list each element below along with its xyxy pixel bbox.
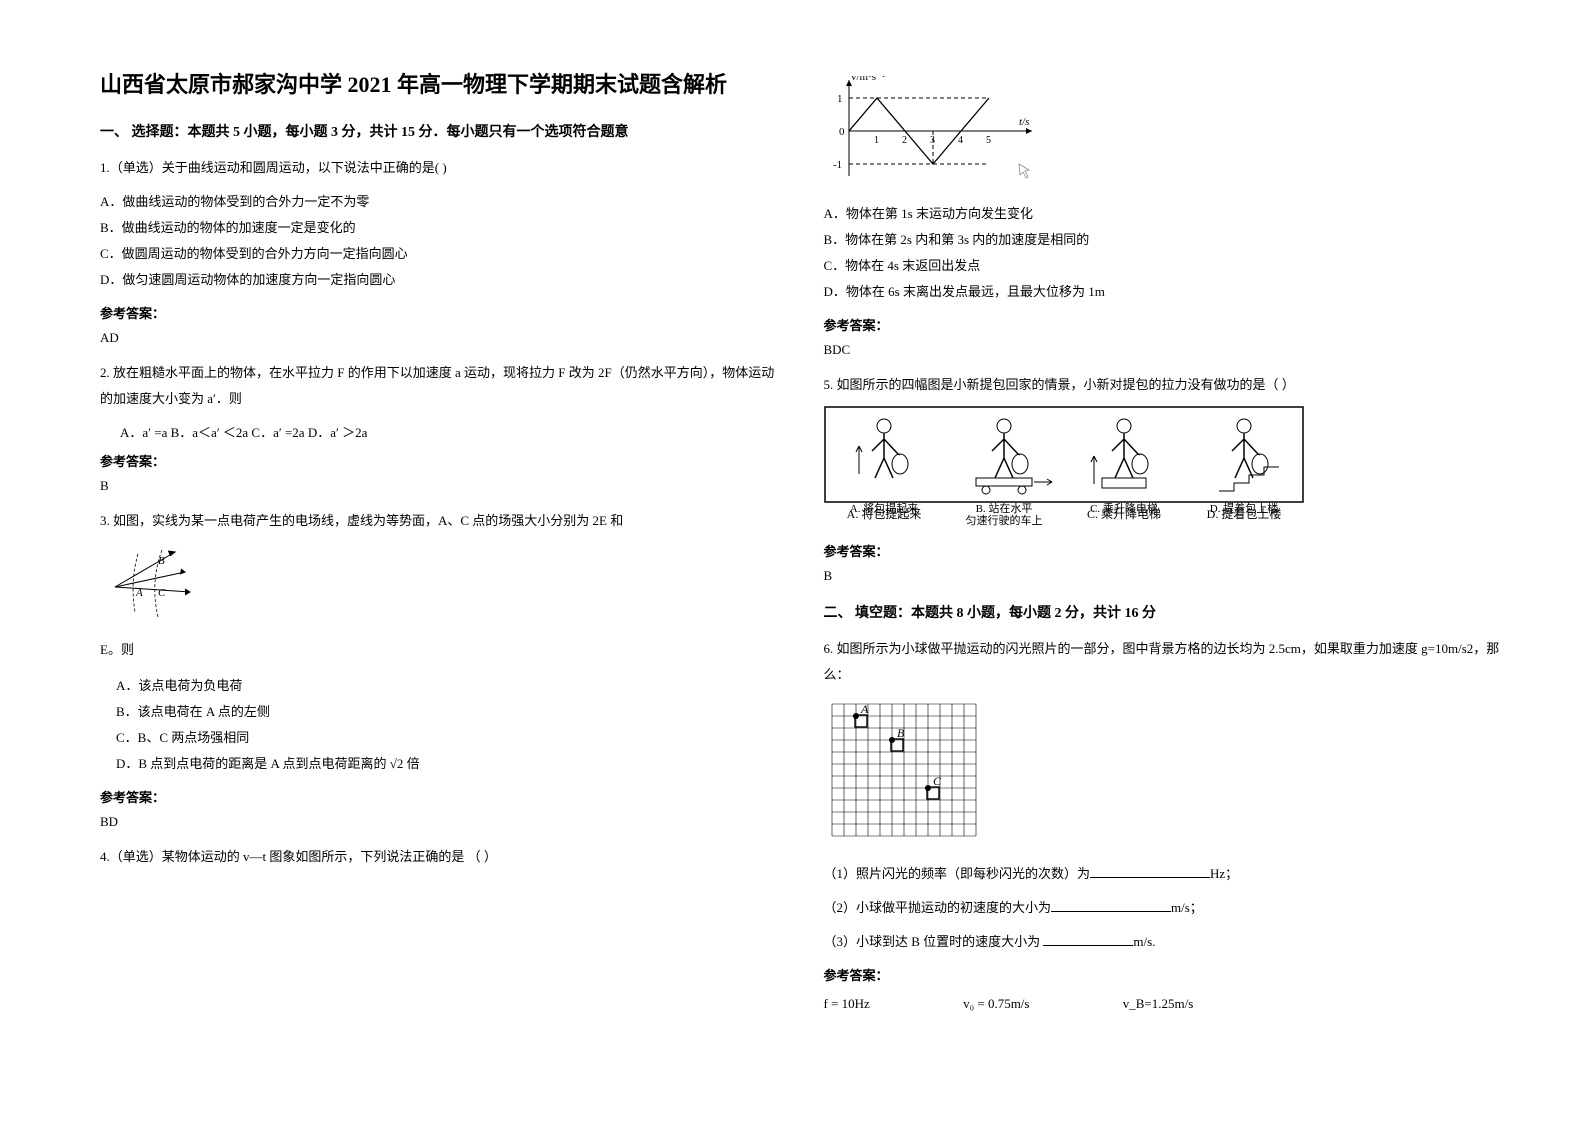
vt-chart-svg: 1 0 -1 1 2 3 4 5 v/m·s⁻¹ t/s xyxy=(824,76,1054,186)
svg-text:B: B xyxy=(158,555,165,567)
q3-answer: BD xyxy=(100,814,784,830)
q4-answer: BDC xyxy=(824,342,1508,358)
q5-answer: B xyxy=(824,568,1508,584)
left-column: 山西省太原市郝家沟中学 2021 年高一物理下学期期末试题含解析 一、 选择题：… xyxy=(100,70,824,1092)
svg-text:2: 2 xyxy=(902,135,907,146)
svg-text:5: 5 xyxy=(986,135,991,146)
q5-answer-label: 参考答案： xyxy=(824,541,1508,560)
svg-text:A: A xyxy=(135,587,143,599)
right-column: 10-112345v/m·s⁻¹t/s A．物体在第 1s 末运动方向发生变化 … xyxy=(824,70,1548,1092)
q5-figure: A. 将包提起来A. 将包提起来B. 站在水平匀速行驶的车上C. 乘升降电梯C.… xyxy=(824,406,1508,531)
svg-text:-1: -1 xyxy=(833,159,842,171)
q4-chart: 1 0 -1 1 2 3 4 5 v/m·s⁻¹ t/s xyxy=(824,76,1508,191)
q6-ans-v0: v₀ = 0.75m/s xyxy=(963,996,1029,1011)
q6-sub2-unit: m/s； xyxy=(1171,900,1203,915)
q3-opt-d: D．B 点到点电荷的距离是 A 点到点电荷距离的 √2 倍 xyxy=(100,751,784,777)
q3-opt-a: A．该点电荷为负电荷 xyxy=(100,673,784,699)
q6-sub2: （2）小球做平抛运动的初速度的大小为 m/s； xyxy=(824,895,1508,921)
q6-grid: A B C xyxy=(824,696,1508,851)
q2-answer: B xyxy=(100,478,784,494)
q4-stem: 4.（单选）某物体运动的 v—t 图象如图所示，下列说法正确的是 （ ） xyxy=(100,844,784,870)
svg-text:C: C xyxy=(933,774,942,788)
q6-sub2-pre: （2）小球做平抛运动的初速度的大小为 xyxy=(824,900,1052,915)
q3-figure: A C B xyxy=(100,542,784,627)
q6-grid-svg: A B C xyxy=(824,696,984,846)
svg-text:C. 乘升降电梯: C. 乘升降电梯 xyxy=(1090,501,1158,515)
q6-sub3-pre: （3）小球到达 B 位置时的速度大小为 xyxy=(824,934,1044,949)
q6-sub3: （3）小球到达 B 位置时的速度大小为 m/s. xyxy=(824,929,1508,955)
q6-sub3-unit: m/s. xyxy=(1133,934,1155,949)
svg-text:1: 1 xyxy=(837,93,843,105)
q6-answer-label: 参考答案： xyxy=(824,965,1508,984)
q4-opt-a: A．物体在第 1s 末运动方向发生变化 xyxy=(824,201,1508,227)
q6-ans-f: f = 10Hz xyxy=(824,996,870,1011)
q6-stem: 6. 如图所示为小球做平抛运动的闪光照片的一部分，图中背景方格的边长均为 2.5… xyxy=(824,636,1508,688)
q4-answer-label: 参考答案： xyxy=(824,315,1508,334)
exam-title: 山西省太原市郝家沟中学 2021 年高一物理下学期期末试题含解析 xyxy=(100,70,784,101)
svg-text:D. 提着包上楼: D. 提着包上楼 xyxy=(1209,501,1277,515)
q3-opt-b: B．该点电荷在 A 点的左侧 xyxy=(100,699,784,725)
svg-text:B. 站在水平: B. 站在水平 xyxy=(975,501,1032,515)
q6-sub1-pre: （1）照片闪光的频率（即每秒闪光的次数）为 xyxy=(824,866,1091,881)
svg-text:匀速行驶的车上: 匀速行驶的车上 xyxy=(965,513,1042,526)
q6-blank2[interactable] xyxy=(1051,898,1171,912)
svg-text:v/m·s⁻¹: v/m·s⁻¹ xyxy=(851,76,885,83)
svg-text:0: 0 xyxy=(839,126,845,138)
q1-opt-b: B．做曲线运动的物体的加速度一定是变化的 xyxy=(100,215,784,241)
svg-text:3: 3 xyxy=(930,135,935,146)
q1-opt-a: A．做曲线运动的物体受到的合外力一定不为零 xyxy=(100,189,784,215)
q4-opt-c: C．物体在 4s 末返回出发点 xyxy=(824,253,1508,279)
svg-text:4: 4 xyxy=(958,135,963,146)
q1-stem: 1.（单选）关于曲线运动和圆周运动，以下说法中正确的是( ) xyxy=(100,155,784,181)
q6-sub1-unit: Hz； xyxy=(1210,866,1238,881)
q6-blank3[interactable] xyxy=(1043,932,1133,946)
q3-stem-post: E。则 xyxy=(100,642,134,657)
svg-text:C: C xyxy=(158,587,166,599)
svg-text:A. 将包提起来: A. 将包提起来 xyxy=(849,502,917,515)
q1-answer-label: 参考答案： xyxy=(100,303,784,322)
q1-answer: AD xyxy=(100,330,784,346)
q1-opt-c: C．做圆周运动的物体受到的合外力方向一定指向圆心 xyxy=(100,241,784,267)
svg-text:1: 1 xyxy=(874,135,879,146)
q3-answer-label: 参考答案： xyxy=(100,787,784,806)
field-lines-svg: A C B xyxy=(100,542,210,622)
q4-opt-b: B．物体在第 2s 内和第 3s 内的加速度是相同的 xyxy=(824,227,1508,253)
q6-blank1[interactable] xyxy=(1090,864,1210,878)
q4-opt-d: D．物体在 6s 末离出发点最远，且最大位移为 1m xyxy=(824,279,1508,305)
q3-stem-pre: 3. 如图，实线为某一点电荷产生的电场线，虚线为等势面，A、C 点的场强大小分别… xyxy=(100,508,784,534)
section-choice-header: 一、 选择题：本题共 5 小题，每小题 3 分，共计 15 分．每小题只有一个选… xyxy=(100,121,784,141)
svg-text:A: A xyxy=(860,702,869,716)
svg-text:t/s: t/s xyxy=(1019,116,1029,128)
svg-text:B: B xyxy=(897,726,905,740)
q5-stem: 5. 如图所示的四幅图是小新提包回家的情景，小新对提包的拉力没有做功的是（ ） xyxy=(824,372,1508,398)
q2-options: A．a′ =a B．a＜a′ ＜2a C．a′ =2a D．a′ ＞2a xyxy=(120,422,784,441)
q1-opt-d: D．做匀速圆周运动物体的加速度方向一定指向圆心 xyxy=(100,267,784,293)
q3-opt-c: C．B、C 两点场强相同 xyxy=(100,725,784,751)
q2-stem: 2. 放在粗糙水平面上的物体，在水平拉力 F 的作用下以加速度 a 运动，现将拉… xyxy=(100,360,784,412)
section-blank-header: 二、 填空题：本题共 8 小题，每小题 2 分，共计 16 分 xyxy=(824,602,1508,622)
q5-svg: A. 将包提起来A. 将包提起来B. 站在水平匀速行驶的车上C. 乘升降电梯C.… xyxy=(824,406,1304,526)
q6-answers: f = 10Hz v₀ = 0.75m/s v_B=1.25m/s xyxy=(824,996,1508,1012)
q6-sub1: （1）照片闪光的频率（即每秒闪光的次数）为 Hz； xyxy=(824,861,1508,887)
q6-ans-vb: v_B=1.25m/s xyxy=(1123,996,1194,1011)
q2-answer-label: 参考答案： xyxy=(100,451,784,470)
